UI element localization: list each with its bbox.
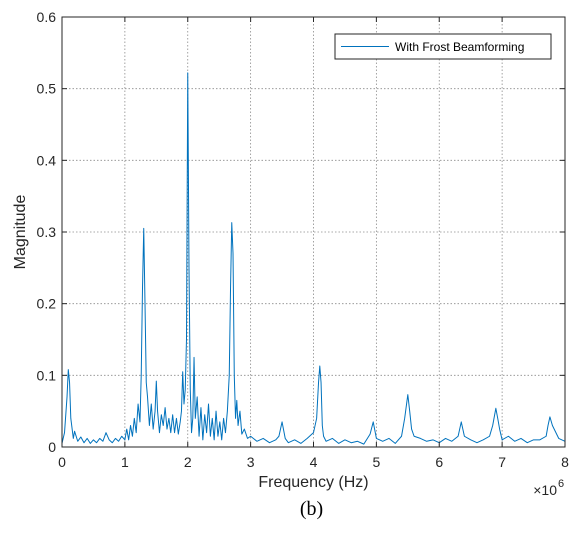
x-tick-label: 1 xyxy=(121,454,129,470)
y-tick-label: 0.2 xyxy=(37,296,57,312)
y-tick-label: 0.1 xyxy=(37,367,57,383)
series-line-0 xyxy=(61,72,566,445)
y-tick-label: 0 xyxy=(48,439,56,455)
x-tick-label: 7 xyxy=(498,454,506,470)
x-axis-label: Frequency (Hz) xyxy=(258,474,368,491)
legend-entry: With Frost Beamforming xyxy=(395,40,524,54)
figure-caption: (b) xyxy=(300,498,323,520)
y-tick-label: 0.3 xyxy=(37,224,57,240)
y-axis-label: Magnitude xyxy=(12,195,29,270)
y-tick-label: 0.5 xyxy=(37,81,57,97)
x-exponent-power: 6 xyxy=(558,478,564,490)
x-exponent-label: ×10 xyxy=(533,482,557,498)
x-tick-label: 5 xyxy=(372,454,380,470)
x-tick-label: 0 xyxy=(58,454,66,470)
tick-labels: 0 1 2 3 4 5 6 7 8 0 0.1 0.2 0.3 0.4 0.5 0.6 xyxy=(37,9,570,470)
x-tick-label: 2 xyxy=(184,454,192,470)
x-tick-label: 6 xyxy=(435,454,443,470)
legend: With Frost Beamforming xyxy=(334,33,552,60)
y-tick-label: 0.6 xyxy=(37,9,57,25)
x-tick-label: 4 xyxy=(310,454,318,470)
ticks xyxy=(61,16,566,448)
y-tick-label: 0.4 xyxy=(37,152,57,168)
x-tick-label: 3 xyxy=(247,454,255,470)
grid xyxy=(62,17,565,447)
series-layer xyxy=(61,72,566,445)
x-tick-label: 8 xyxy=(561,454,569,470)
